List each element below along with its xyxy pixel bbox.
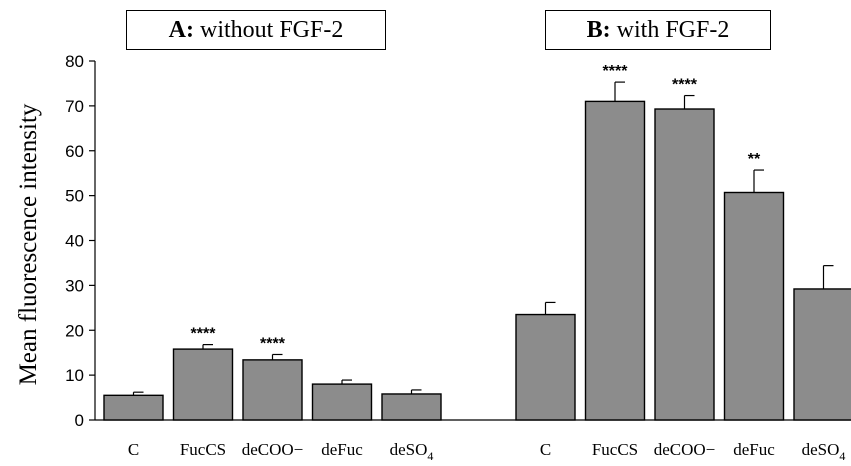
panel-b-title: B: with FGF-2 (545, 10, 771, 50)
bar (584, 100, 646, 421)
bar (311, 383, 373, 421)
significance-label: **** (191, 326, 217, 343)
bar (723, 191, 785, 421)
panel-a-label: without FGF-2 (199, 16, 344, 43)
y-tick-label: 80 (65, 52, 84, 71)
y-tick-label: 20 (65, 321, 84, 340)
x-tick-label: deFuc (733, 440, 775, 459)
bar (242, 359, 303, 421)
x-tick-label: deFuc (321, 440, 363, 459)
bar (381, 393, 442, 421)
bar (103, 394, 164, 421)
significance-label: **** (672, 77, 698, 94)
x-tick-label: deSO4 (802, 440, 846, 463)
bar (172, 348, 234, 421)
y-tick-label: 0 (75, 411, 84, 430)
panel-a-letter: A: (168, 16, 194, 43)
panel-b-label: with FGF-2 (616, 16, 730, 43)
bar (515, 313, 576, 421)
significance-label: **** (260, 335, 286, 352)
x-tick-label: deCOO− (242, 440, 304, 459)
y-tick-label: 60 (65, 142, 84, 161)
y-tick-label: 50 (65, 187, 84, 206)
y-axis-label: Mean fluorescence intensity (15, 103, 42, 385)
x-tick-label: C (540, 440, 551, 459)
y-tick-label: 70 (65, 97, 84, 116)
panel-b-letter: B: (586, 16, 611, 43)
y-tick-label: 10 (65, 366, 84, 385)
significance-label: **** (603, 63, 629, 80)
panel-a-title: A: without FGF-2 (126, 10, 386, 50)
x-tick-label: FucCS (180, 440, 226, 459)
x-tick-label: deSO4 (390, 440, 434, 463)
x-tick-label: FucCS (592, 440, 638, 459)
bar (654, 108, 715, 421)
x-tick-label: deCOO− (654, 440, 716, 459)
y-tick-label: 40 (65, 232, 84, 251)
significance-label: ** (748, 151, 761, 168)
bar (793, 288, 851, 421)
x-tick-label: C (128, 440, 139, 459)
y-tick-label: 30 (65, 276, 84, 295)
